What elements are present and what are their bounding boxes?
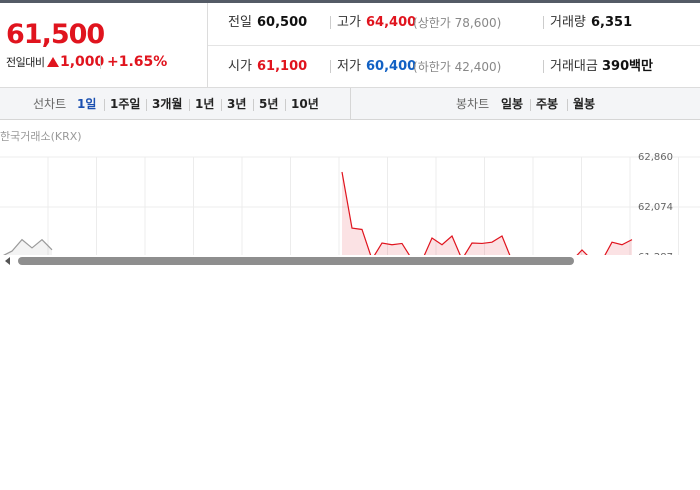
scroll-arrow[interactable]: [5, 257, 10, 265]
tab[interactable]: 10년: [291, 97, 319, 111]
source: 한국거래소(KRX): [0, 130, 82, 143]
stat-label: 시가: [228, 59, 252, 74]
tab[interactable]: 3년: [227, 97, 247, 111]
limit-label: 상한가: [417, 16, 451, 30]
divider: [543, 16, 544, 29]
divider: [330, 16, 331, 29]
divider: [350, 88, 351, 119]
y-tick-label: 62,074: [638, 202, 673, 213]
change: 1,000: [60, 54, 105, 70]
tab-group-label: 선차트: [33, 97, 67, 111]
tab[interactable]: 5년: [259, 97, 279, 111]
limit: (하한가 42,400): [413, 60, 502, 74]
price: 61,500: [6, 19, 105, 50]
change-label: 전일대비: [6, 56, 45, 69]
limit-value: 78,600: [454, 16, 497, 30]
tab[interactable]: 1년: [195, 97, 215, 111]
y-tick-label: 62,860: [638, 152, 673, 163]
tab[interactable]: 월봉: [573, 97, 596, 111]
y-tick-label: 61,287: [638, 252, 673, 263]
stat-unit: 백만: [629, 59, 653, 74]
stat-label: 거래량: [550, 15, 586, 30]
divider: [330, 60, 331, 73]
change-rate: +1.65%: [107, 54, 168, 70]
divider: [567, 99, 568, 111]
price-box: 61,500 전일대비 1,000 +1.65%: [0, 3, 208, 88]
top-border: [0, 0, 700, 3]
stat-value: 60,500: [257, 15, 308, 30]
tab[interactable]: 주봉: [536, 97, 559, 111]
area-fill: [4, 239, 52, 255]
up-triangle: [47, 57, 59, 67]
limit-label: 하한가: [417, 60, 451, 74]
row-divider: [208, 45, 700, 46]
stat-label: 전일: [228, 15, 252, 30]
chart: 한국거래소(KRX) 62,860 62,074 61,287: [0, 130, 700, 270]
divider: [285, 99, 286, 111]
divider: [253, 99, 254, 111]
divider: [543, 60, 544, 73]
stat-label: 저가: [337, 59, 361, 74]
divider: [146, 99, 147, 111]
tab[interactable]: 1주일: [110, 97, 141, 111]
limit: (상한가 78,600): [413, 16, 502, 30]
stat-value: 60,400: [366, 59, 417, 74]
stat-value: 61,100: [257, 59, 308, 74]
tab[interactable]: 1일: [77, 97, 97, 111]
divider: [104, 99, 105, 111]
divider: [530, 99, 531, 111]
stat-value: 390: [602, 59, 630, 74]
stat-label: 고가: [337, 15, 361, 30]
divider: [189, 99, 190, 111]
tab[interactable]: 3개월: [152, 97, 183, 111]
tab[interactable]: 일봉: [501, 97, 524, 111]
stat-value: 64,400: [366, 15, 417, 30]
stat-value: 6,351: [591, 15, 633, 30]
scrollbar-thumb[interactable]: [18, 257, 574, 265]
price-line: [2, 238, 53, 255]
stat-label: 거래대금: [550, 59, 598, 74]
stats: [208, 3, 700, 88]
plot: 62,860 62,074 61,287: [0, 152, 700, 263]
price-line: [341, 171, 633, 255]
divider: [100, 56, 101, 69]
tab-group-label: 봉차트: [456, 97, 490, 111]
limit-value: 42,400: [454, 60, 497, 74]
divider: [221, 99, 222, 111]
